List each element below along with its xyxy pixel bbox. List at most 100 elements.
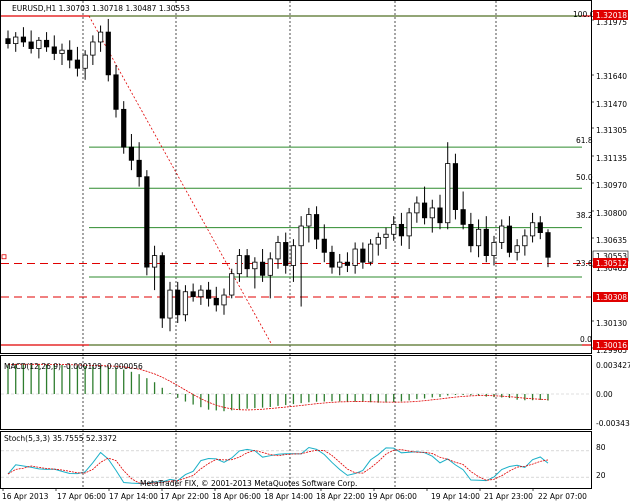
- bull-candle: [414, 202, 420, 214]
- price-level: 1.31640: [596, 72, 627, 81]
- fib-100-label: 100.0: [573, 10, 595, 19]
- bull-candle: [236, 255, 243, 275]
- bear-candle: [437, 207, 443, 224]
- bull-candle: [82, 54, 88, 69]
- time-label: 21 Apr 23:00: [484, 492, 533, 501]
- bull-candle: [522, 235, 528, 247]
- bull-candle: [275, 242, 281, 260]
- bull-candle: [337, 261, 343, 268]
- price-tag-text: 1.30308: [596, 293, 627, 302]
- bear-candle: [483, 228, 489, 257]
- price-level: 1.30800: [596, 209, 627, 218]
- price-level: 1.30130: [596, 319, 627, 328]
- price-level: 1.30465: [596, 264, 627, 273]
- time-label: 17 Apr 06:00: [57, 492, 106, 501]
- bull-candle: [36, 39, 42, 49]
- price-tag-text: 1.30512: [596, 259, 627, 268]
- current-marker: [1, 254, 7, 260]
- bull-candle: [445, 163, 451, 224]
- bull-candle: [221, 294, 227, 306]
- macd-label: MACD(12,26,9) -0.000109 -0.000056: [4, 362, 143, 371]
- bear-candle: [74, 59, 81, 69]
- bear-candle: [175, 289, 181, 316]
- macd-level: 0.00: [596, 390, 613, 399]
- bear-candle: [537, 222, 543, 233]
- time-label: 17 Apr 14:00: [109, 492, 158, 501]
- price-tag-red: [593, 10, 628, 20]
- bear-candle: [283, 242, 289, 266]
- fib-382-label: 38.2: [576, 211, 593, 220]
- price-tag-text: 1.30553: [596, 252, 627, 261]
- fib-236-label: 23.6: [576, 259, 593, 268]
- bull-candle: [429, 207, 435, 219]
- bull-candle: [375, 237, 381, 245]
- bull-candle: [514, 245, 520, 253]
- bull-candle: [182, 291, 189, 316]
- chart-header: EURUSD,H1 1.30703 1.30718 1.30487 1.3055…: [12, 4, 190, 13]
- bear-candle: [452, 163, 459, 210]
- time-label: 17 Apr 22:00: [160, 492, 209, 501]
- price-axis: 1.31975 1.31640 1.31470 1.31305 1.31135 …: [596, 18, 627, 355]
- copyright: MetaTrader FIX, © 2001-2013 MetaQuotes S…: [140, 479, 357, 488]
- bull-candle: [406, 212, 412, 237]
- bear-candle: [360, 248, 366, 263]
- stoch-label: Stoch(5,3,3) 35.7555 52.3372: [4, 434, 117, 443]
- macd-level: -0.003436: [596, 419, 630, 428]
- time-label: 19 Apr 14:00: [431, 492, 480, 501]
- price-level: 1.31975: [596, 18, 627, 27]
- bull-candle: [391, 223, 397, 235]
- time-label: 19 Apr 06:00: [368, 492, 417, 501]
- price-level: 1.30635: [596, 236, 627, 245]
- price-tag-red: [593, 258, 628, 268]
- price-level: 1.31470: [596, 100, 627, 109]
- price-level: 1.31135: [596, 154, 627, 163]
- bear-candle: [213, 297, 219, 306]
- bear-candle: [244, 255, 250, 270]
- bear-candle: [20, 36, 27, 43]
- bull-candle: [198, 289, 204, 298]
- macd-signal-line: [7, 363, 549, 411]
- stoch-signal-line: [7, 449, 549, 484]
- bear-candle: [321, 238, 327, 253]
- bull-candle: [252, 261, 258, 270]
- bear-candle: [144, 176, 150, 268]
- bear-candle: [468, 223, 474, 247]
- bear-candle: [421, 202, 428, 219]
- fib-0-label: 0.0: [580, 335, 592, 344]
- bear-candle: [105, 31, 111, 76]
- bear-candle: [67, 49, 73, 61]
- main-pane[interactable]: [0, 0, 592, 354]
- bull-candle: [290, 245, 297, 266]
- bear-candle: [43, 39, 50, 48]
- price-tag-text: 1.32018: [596, 11, 627, 20]
- bull-candle: [167, 289, 173, 319]
- bear-candle: [51, 46, 57, 54]
- stoch-main-line: [7, 446, 549, 485]
- bear-candle: [128, 146, 135, 161]
- stoch-level: 20: [596, 471, 606, 480]
- macd-pane[interactable]: [0, 355, 592, 430]
- time-axis: 16 Apr 2013 17 Apr 06:00 17 Apr 14:00 17…: [2, 492, 587, 501]
- price-level: 1.30970: [596, 181, 627, 190]
- bear-candle: [545, 232, 551, 258]
- bear-candle: [460, 209, 466, 225]
- stoch-pane[interactable]: [0, 431, 592, 489]
- bull-candle: [475, 228, 482, 247]
- bear-candle: [28, 41, 34, 49]
- time-label: 18 Apr 22:00: [316, 492, 365, 501]
- price-level: 1.29965: [596, 346, 627, 355]
- time-label: 16 Apr 2013: [2, 492, 49, 501]
- bull-candle: [267, 258, 273, 276]
- bear-candle: [344, 261, 351, 266]
- bear-candle: [121, 108, 127, 148]
- bear-candle: [259, 261, 266, 276]
- bull-candle: [90, 41, 96, 56]
- price-level: 1.31305: [596, 126, 627, 135]
- bear-candle: [205, 289, 212, 299]
- bull-candle: [59, 49, 65, 54]
- bear-candle: [159, 255, 165, 319]
- price-tag-red: [593, 340, 628, 350]
- macd-level: 0.003427: [596, 361, 630, 370]
